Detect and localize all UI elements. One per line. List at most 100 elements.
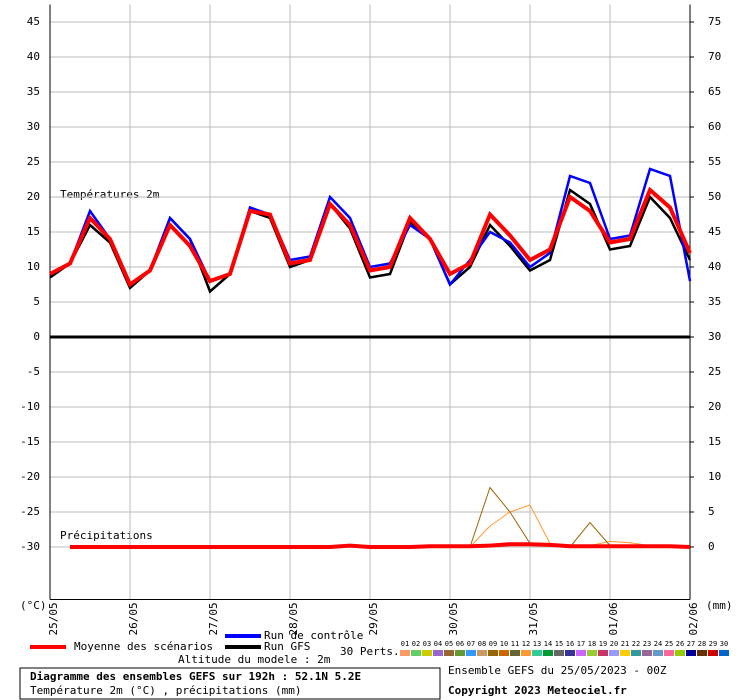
perturbation-label: 19 — [599, 640, 607, 648]
y2-tick-label: 15 — [708, 435, 721, 448]
perturbation-swatch — [686, 650, 696, 656]
perturbation-label: 16 — [566, 640, 574, 648]
y2-tick-label: 65 — [708, 85, 721, 98]
legend-label: Moyenne des scénarios — [74, 640, 213, 653]
perturbation-label: 28 — [698, 640, 706, 648]
perturbation-swatch — [400, 650, 410, 656]
y2-tick-label: 5 — [708, 505, 715, 518]
perturbation-label: 04 — [434, 640, 442, 648]
y-tick-label: -15 — [20, 435, 40, 448]
perturbation-swatch — [631, 650, 641, 656]
perturbation-swatch — [488, 650, 498, 656]
perturbations-label: 30 Perts. — [340, 645, 400, 658]
perturbation-swatch — [499, 650, 509, 656]
y2-tick-label: 70 — [708, 50, 721, 63]
x-tick-label: 02/06 — [687, 602, 700, 635]
perturbation-label: 03 — [423, 640, 431, 648]
x-tick-label: 30/05 — [447, 602, 460, 635]
series-line — [70, 542, 691, 549]
perturbation-label: 08 — [478, 640, 486, 648]
x-tick-label: 27/05 — [207, 602, 220, 635]
y2-tick-label: 35 — [708, 295, 721, 308]
perturbation-label: 05 — [445, 640, 453, 648]
series-line — [49, 186, 692, 288]
perturbation-swatch — [653, 650, 663, 656]
y-tick-label: 45 — [27, 15, 40, 28]
perturbation-label: 27 — [687, 640, 695, 648]
x-tick-label: 29/05 — [367, 602, 380, 635]
chart-subtitle: Température 2m (°C) , précipitations (mm… — [30, 684, 302, 697]
perturbation-swatch — [543, 650, 553, 656]
perturbation-label: 12 — [522, 640, 530, 648]
copyright: Copyright 2023 Meteociel.fr — [448, 684, 627, 697]
perturbation-swatch — [609, 650, 619, 656]
perturbation-swatch — [422, 650, 432, 656]
perturbation-label: 25 — [665, 640, 673, 648]
x-tick-label: 28/05 — [287, 602, 300, 635]
perturbation-swatch — [708, 650, 718, 656]
y-tick-label: 0 — [33, 330, 40, 343]
perturbation-swatch — [466, 650, 476, 656]
run-info: Ensemble GEFS du 25/05/2023 - 00Z — [448, 664, 667, 677]
perturbation-swatch — [576, 650, 586, 656]
perturbation-label: 20 — [610, 640, 618, 648]
perturbation-label: 15 — [555, 640, 563, 648]
y2-tick-label: 25 — [708, 365, 721, 378]
perturbation-swatch — [675, 650, 685, 656]
perturbation-label: 18 — [588, 640, 596, 648]
y-tick-label: -10 — [20, 400, 40, 413]
perturbation-swatch — [433, 650, 443, 656]
y-tick-label: 25 — [27, 155, 40, 168]
perturbation-label: 06 — [456, 640, 464, 648]
y2-tick-label: 55 — [708, 155, 721, 168]
perturbation-swatch — [598, 650, 608, 656]
perturbation-label: 11 — [511, 640, 519, 648]
y-tick-label: -30 — [20, 540, 40, 553]
perturbation-label: 01 — [401, 640, 409, 648]
perturbation-label: 23 — [643, 640, 651, 648]
y-tick-label: -5 — [27, 365, 40, 378]
x-tick-label: 31/05 — [527, 602, 540, 635]
y2-tick-label: 20 — [708, 400, 721, 413]
chart-title: Diagramme des ensembles GEFS sur 192h : … — [30, 670, 361, 683]
legend-label: Run de contrôle — [264, 629, 363, 642]
y-tick-label: -25 — [20, 505, 40, 518]
title-box — [19, 667, 441, 700]
y-tick-label: 5 — [33, 295, 40, 308]
perturbation-label: 22 — [632, 640, 640, 648]
altitude: Altitude du modele : 2m — [178, 653, 331, 666]
perturbation-swatch — [554, 650, 564, 656]
perturbation-swatch — [521, 650, 531, 656]
precip-label: Précipitations — [60, 529, 153, 542]
perturbation-label: 17 — [577, 640, 585, 648]
y-tick-label: 15 — [27, 225, 40, 238]
y2-tick-label: 30 — [708, 330, 721, 343]
y2-tick-label: 45 — [708, 225, 721, 238]
perturbation-swatch — [532, 650, 542, 656]
y2-tick-label: 50 — [708, 190, 721, 203]
perturbation-label: 07 — [467, 640, 475, 648]
y2-tick-label: 40 — [708, 260, 721, 273]
temp-label: Températures 2m — [60, 188, 160, 201]
perturbation-swatch — [697, 650, 707, 656]
y-tick-label: 10 — [27, 260, 40, 273]
perturbation-label: 21 — [621, 640, 629, 648]
y-tick-label: 20 — [27, 190, 40, 203]
x-tick-label: 25/05 — [47, 602, 60, 635]
perturbation-swatch — [642, 650, 652, 656]
perturbation-label: 02 — [412, 640, 420, 648]
perturbation-label: 26 — [676, 640, 684, 648]
perturbation-swatch — [444, 650, 454, 656]
x-tick-label: 26/05 — [127, 602, 140, 635]
perturbation-label: 13 — [533, 640, 541, 648]
y2-tick-label: 75 — [708, 15, 721, 28]
perturbation-swatch — [411, 650, 421, 656]
y-unit: (°C) — [20, 599, 47, 612]
y-tick-label: -20 — [20, 470, 40, 483]
perturbation-label: 09 — [489, 640, 497, 648]
perturbation-swatch — [664, 650, 674, 656]
perturbation-swatch — [620, 650, 630, 656]
perturbation-label: 29 — [709, 640, 717, 648]
y-tick-label: 40 — [27, 50, 40, 63]
y2-tick-label: 0 — [708, 540, 715, 553]
